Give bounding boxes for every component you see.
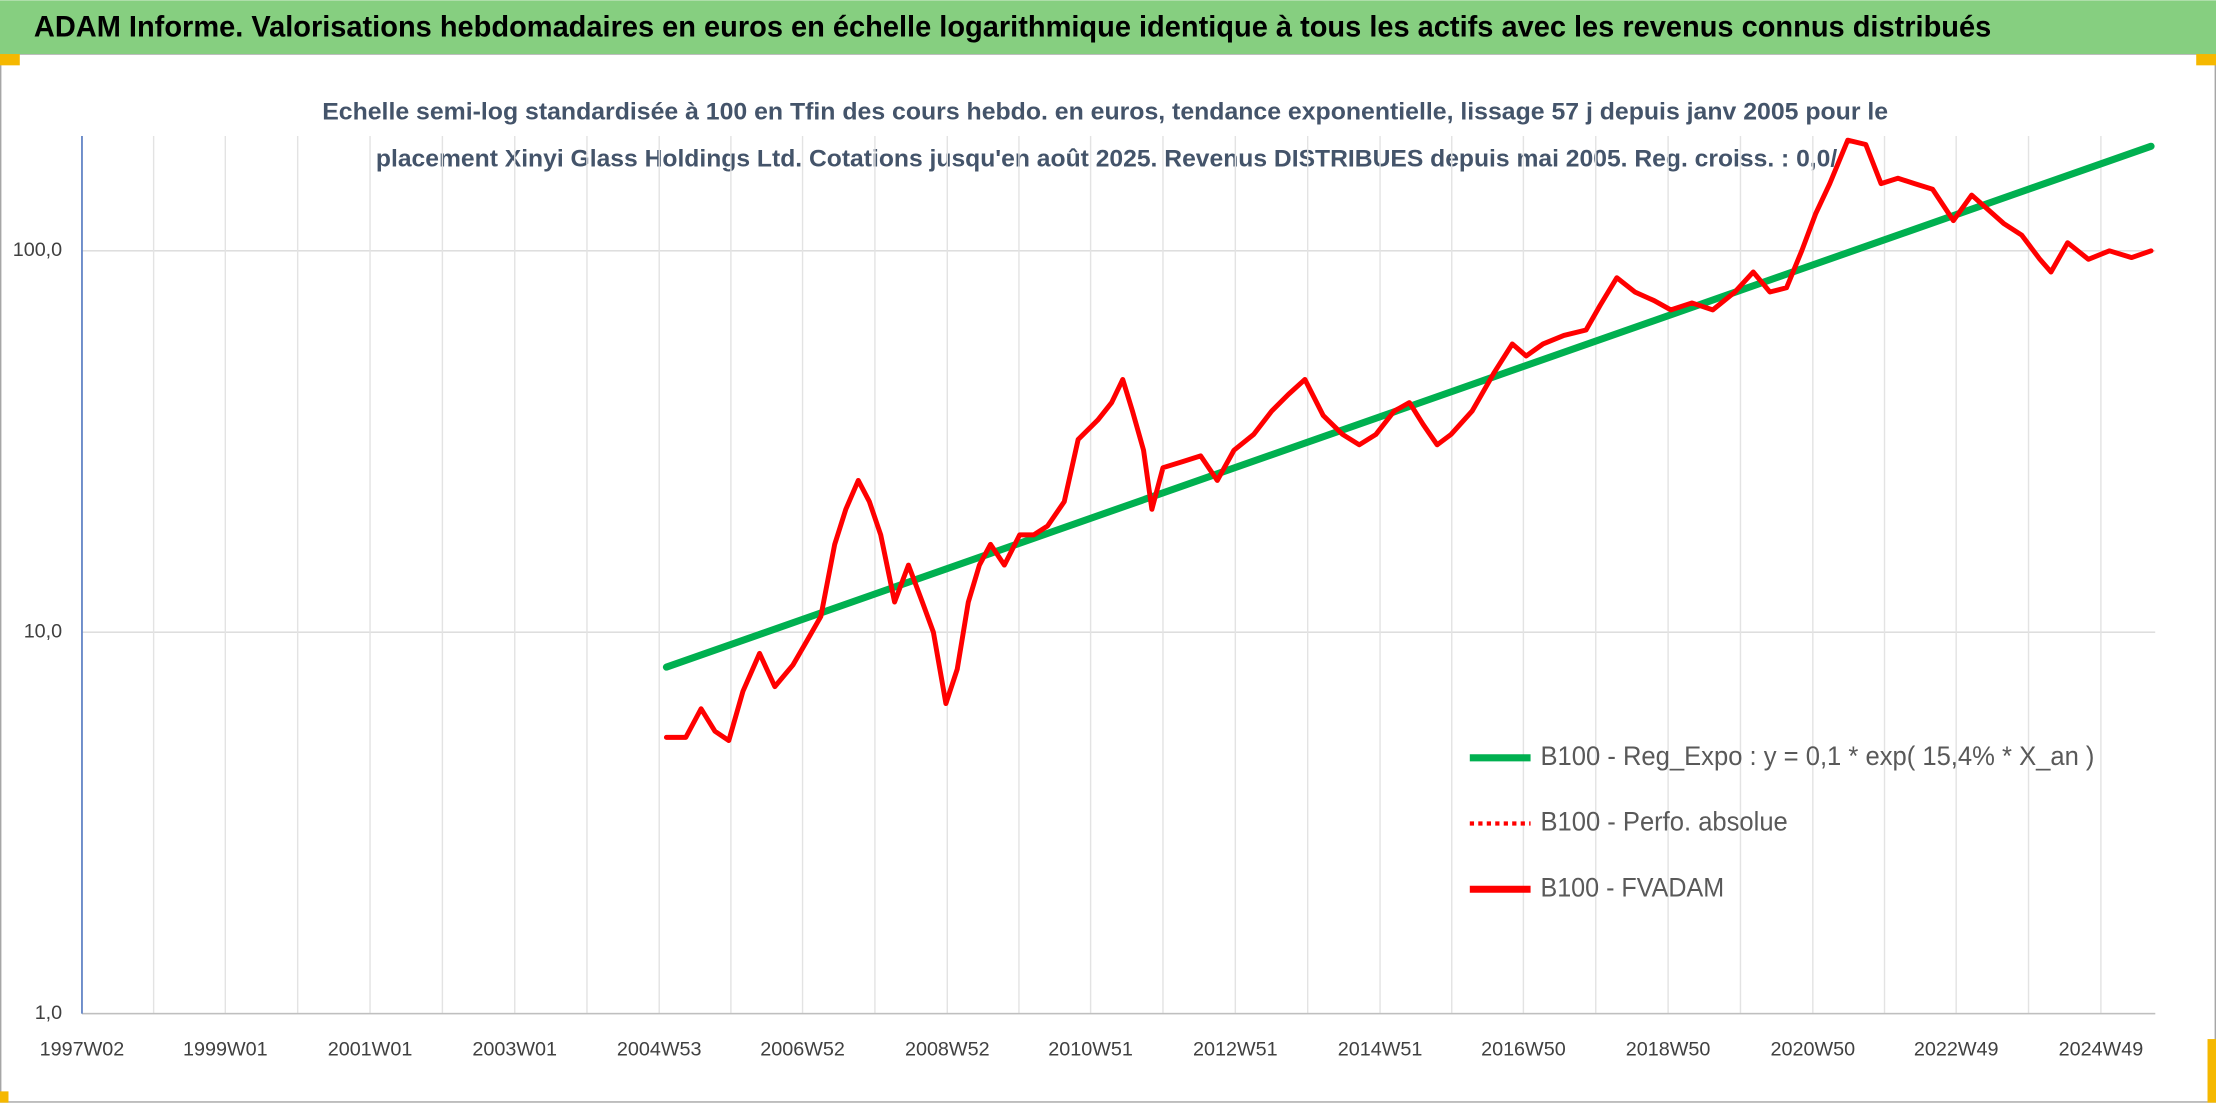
corner-mark — [2207, 1039, 2216, 1103]
y-tick-label: 100,0 — [13, 239, 62, 261]
x-tick-label: 2020W50 — [1771, 1039, 1856, 1061]
corner-mark — [0, 1091, 9, 1103]
x-tick-label: 2014W51 — [1338, 1039, 1423, 1061]
chart-title: ADAM Informe. Valorisations hebdomadaire… — [34, 10, 1991, 43]
grid: 1,0 10,0 100,0 1997W02 1999W01 2001W01 2003W01… — [13, 136, 2156, 1061]
x-tick-label: 2010W51 — [1048, 1039, 1133, 1061]
x-tick-label: 2024W49 — [2059, 1039, 2144, 1061]
chart-subtitle: placement Xinyi Glass Holdings Ltd. Cota… — [376, 145, 1838, 172]
x-tick-label: 1997W02 — [40, 1039, 125, 1061]
legend-label: B100 - Reg_Expo : y = 0,1 * exp( 15,4% *… — [1540, 741, 2094, 771]
x-tick-label: 2008W52 — [905, 1039, 990, 1061]
y-tick-label: 1,0 — [35, 1002, 62, 1024]
plot-area — [662, 137, 2155, 744]
corner-mark — [0, 54, 20, 66]
x-tick-label: 1999W01 — [183, 1039, 268, 1061]
series-line — [663, 137, 2154, 744]
x-tick-label: 2016W50 — [1481, 1039, 1566, 1061]
x-tick-label: 2022W49 — [1914, 1039, 1999, 1061]
x-tick-label: 2004W53 — [617, 1039, 702, 1061]
x-tick-label: 2001W01 — [328, 1039, 413, 1061]
x-tick-label: 2018W50 — [1626, 1039, 1711, 1061]
header-band — [0, 0, 2216, 55]
y-tick-label: 10,0 — [24, 620, 62, 642]
x-tick-label: 2006W52 — [760, 1039, 845, 1061]
legend-label: B100 - FVADAM — [1540, 872, 1724, 902]
corner-mark — [2196, 54, 2216, 66]
x-tick-label: 2003W01 — [472, 1039, 557, 1061]
legend: B100 - Reg_Expo : y = 0,1 * exp( 15,4% *… — [1469, 741, 2094, 902]
legend-label: B100 - Perfo. absolue — [1540, 807, 1787, 837]
chart-subtitle: Echelle semi-log standardisée à 100 en T… — [322, 99, 1888, 126]
x-tick-label: 2012W51 — [1193, 1039, 1278, 1061]
